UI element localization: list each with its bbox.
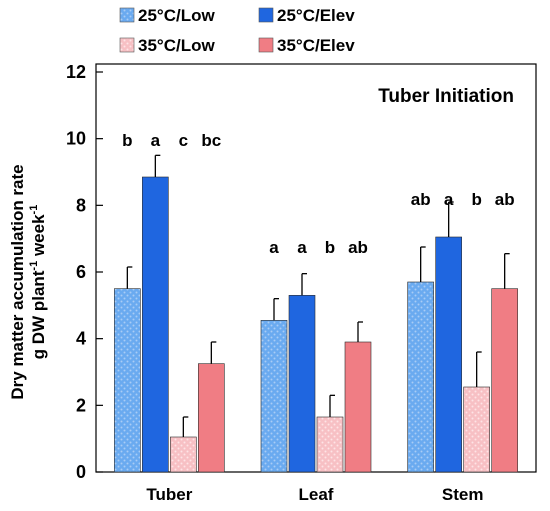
significance-label-stem-2: b	[471, 190, 481, 209]
significance-label-stem-1: a	[444, 190, 454, 209]
legend: 25°C/Low 25°C/Elev 35°C/Low 35°C/Elev	[119, 6, 355, 55]
significance-label-stem-0: ab	[411, 190, 431, 209]
legend-item-3: 35°C/Elev	[258, 36, 355, 55]
bar-stem-1	[435, 236, 462, 473]
error-bar-leaf-0	[273, 298, 279, 321]
y-tick-label-5: 10	[66, 129, 86, 149]
bar-leaf-0	[260, 320, 288, 473]
error-bar-tuber-0	[126, 266, 133, 289]
significance-label-tuber-2: c	[179, 131, 188, 150]
legend-label-3: 35°C/Elev	[277, 36, 355, 55]
legend-label-0: 25°C/Low	[138, 6, 215, 25]
bar-tuber-2	[170, 436, 197, 473]
legend-item-2: 35°C/Low	[119, 36, 215, 55]
error-bars	[126, 154, 510, 437]
error-bar-leaf-1	[301, 273, 307, 296]
legend-label-2: 35°C/Low	[138, 36, 215, 55]
significance-label-leaf-1: a	[297, 238, 307, 257]
significance-label-stem-3: ab	[495, 190, 515, 209]
significance-label-leaf-0: a	[269, 238, 279, 257]
bar-leaf-2	[316, 416, 344, 473]
plot-area	[95, 63, 537, 473]
error-bar-stem-1	[448, 201, 454, 237]
error-bar-stem-2	[476, 351, 482, 387]
bar-stem-0	[407, 281, 434, 473]
legend-swatch-1	[258, 7, 274, 23]
x-axis: Tuber Leaf Stem	[146, 485, 483, 504]
y-tick-label-2: 4	[76, 329, 86, 349]
legend-swatch-0	[119, 7, 135, 23]
legend-item-1: 25°C/Elev	[258, 6, 355, 25]
legend-swatch-2	[119, 37, 135, 53]
y-axis: 0 2 4 6 8 10 12	[66, 62, 103, 482]
ylabel-part-3: -1	[28, 205, 40, 215]
ylabel-part-1: -1	[28, 261, 40, 271]
bars	[114, 176, 518, 473]
legend-swatch-3	[258, 37, 274, 53]
y-axis-label-line1: Dry matter accumulation rate	[8, 164, 27, 399]
bar-tuber-0	[114, 288, 141, 473]
y-tick-label-0: 0	[76, 462, 86, 482]
chart-annotation: Tuber Initiation	[378, 86, 514, 107]
legend-label-1: 25°C/Elev	[277, 6, 355, 25]
bar-leaf-3	[344, 341, 372, 473]
bar-stem-3	[491, 288, 518, 473]
error-bar-tuber-3	[210, 341, 217, 364]
significance-label-tuber-0: b	[122, 131, 132, 150]
error-bar-stem-3	[504, 253, 510, 289]
ylabel-part-0: g DW plant	[29, 270, 48, 359]
legend-item-0: 25°C/Low	[119, 6, 215, 25]
y-tick-label-3: 6	[76, 262, 86, 282]
bar-leaf-1	[288, 295, 316, 473]
error-bar-tuber-2	[182, 416, 189, 437]
significance-label-leaf-3: ab	[348, 238, 368, 257]
y-tick-label-1: 2	[76, 395, 86, 415]
bar-tuber-1	[142, 176, 169, 473]
x-tick-label-tuber: Tuber	[146, 485, 192, 504]
y-tick-label-4: 8	[76, 195, 86, 215]
error-bar-stem-0	[420, 246, 426, 282]
error-bar-leaf-3	[357, 321, 363, 342]
y-axis-label-line2: g DW plant-1 week-1	[28, 205, 48, 360]
significance-label-tuber-1: a	[151, 131, 161, 150]
error-bar-tuber-1	[154, 154, 161, 177]
y-tick-label-6: 12	[66, 62, 86, 82]
x-tick-label-stem: Stem	[442, 485, 484, 504]
bar-stem-2	[463, 386, 490, 473]
ylabel-part-2: week	[29, 214, 48, 261]
x-tick-label-leaf: Leaf	[299, 485, 334, 504]
significance-label-tuber-3: bc	[201, 131, 221, 150]
error-bar-leaf-2	[329, 394, 335, 417]
bar-tuber-3	[198, 363, 225, 473]
significance-label-leaf-2: b	[325, 238, 335, 257]
